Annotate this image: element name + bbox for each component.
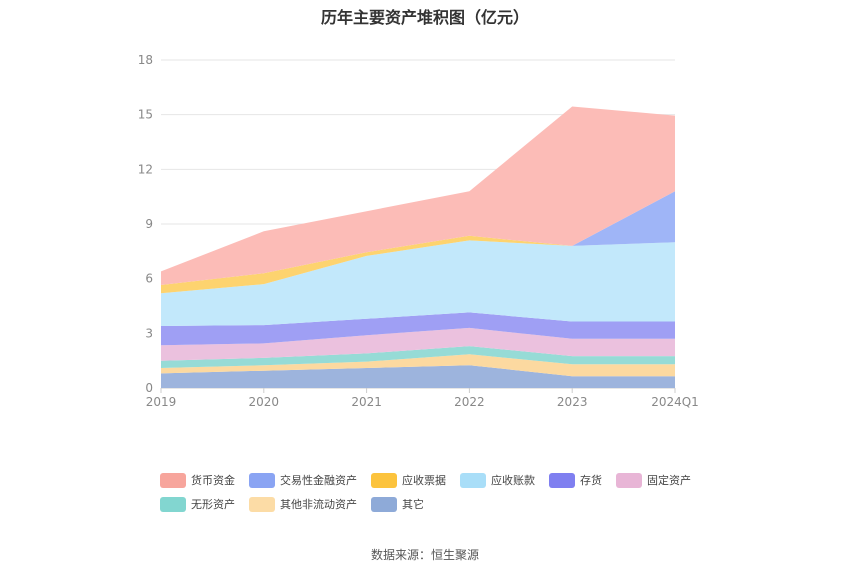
legend-swatch	[371, 496, 397, 512]
legend-swatch	[371, 472, 397, 488]
legend-label: 货币资金	[191, 474, 235, 487]
area-series-货币资金[interactable]	[161, 106, 675, 286]
legend-item[interactable]: 无形资产	[160, 496, 235, 512]
legend-label: 其他非流动资产	[280, 498, 357, 511]
x-tick-label: 2023	[557, 395, 588, 409]
legend-label: 应收账款	[491, 474, 535, 487]
legend-swatch	[460, 472, 486, 488]
y-tick-label: 15	[138, 108, 153, 122]
legend-swatch	[549, 472, 575, 488]
legend-item[interactable]: 货币资金	[160, 472, 235, 488]
x-tick-label: 2020	[249, 395, 280, 409]
y-tick-label: 6	[145, 272, 153, 286]
y-tick-label: 9	[145, 217, 153, 231]
legend-label: 其它	[402, 498, 424, 511]
legend-swatch	[616, 472, 642, 488]
legend-label: 交易性金融资产	[280, 474, 357, 487]
legend-swatch	[249, 472, 275, 488]
x-tick-label: 2022	[454, 395, 485, 409]
chart-title: 历年主要资产堆积图（亿元）	[320, 8, 529, 27]
area-series-无形资产[interactable]	[161, 346, 675, 368]
legend-swatch	[249, 496, 275, 512]
legend-item[interactable]: 其它	[371, 496, 424, 512]
area-series-固定资产[interactable]	[161, 327, 675, 361]
y-tick-label: 12	[138, 162, 153, 176]
area-series-其他非流动资产[interactable]	[161, 354, 675, 377]
area-series-其它[interactable]	[161, 365, 675, 388]
legend-item[interactable]: 应收票据	[371, 472, 446, 488]
legend-item[interactable]: 应收账款	[460, 472, 535, 488]
area-series-应收账款[interactable]	[161, 240, 675, 326]
data-source: 数据来源：恒生聚源	[370, 548, 479, 562]
legend-item[interactable]: 固定资产	[616, 472, 691, 488]
legend-label: 固定资产	[647, 474, 691, 487]
area-series-存货[interactable]	[161, 312, 675, 346]
x-tick-label: 2021	[351, 395, 382, 409]
stacked-area-chart: 0 3 6 9 12 15 18 2019 2020 2021 2022 2023 2024Q1	[138, 53, 699, 409]
legend-label: 应收票据	[402, 474, 446, 487]
legend-swatch	[160, 496, 186, 512]
x-tick-label: 2019	[146, 395, 177, 409]
y-tick-label: 3	[145, 326, 153, 340]
legend-item[interactable]: 存货	[549, 472, 602, 488]
chart-legend: 货币资金 交易性金融资产 应收票据 应收账款 存货 固定资产无形资产 其他非流动资产 其它	[160, 472, 720, 512]
legend-swatch	[160, 472, 186, 488]
y-tick-label: 18	[138, 53, 153, 67]
legend-item[interactable]: 其他非流动资产	[249, 496, 357, 512]
area-series-应收票据[interactable]	[161, 235, 675, 294]
legend-item[interactable]: 交易性金融资产	[249, 472, 357, 488]
legend-label: 无形资产	[191, 498, 235, 511]
legend-label: 存货	[580, 474, 602, 487]
x-tick-label: 2024Q1	[651, 395, 699, 409]
y-tick-label: 0	[145, 381, 153, 395]
